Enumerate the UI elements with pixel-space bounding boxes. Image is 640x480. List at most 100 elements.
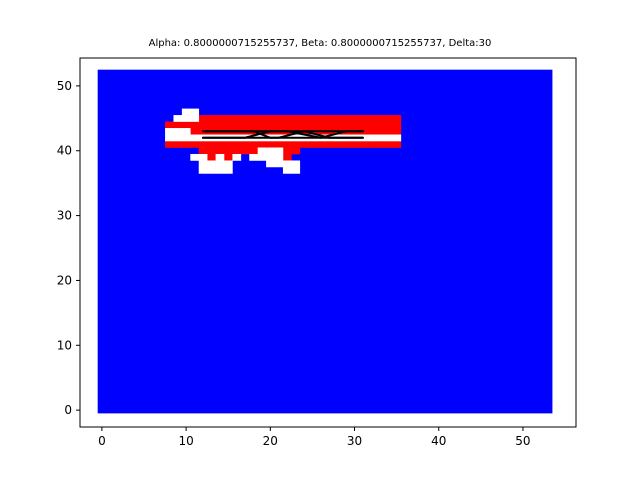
red-cell xyxy=(299,115,309,122)
red-cell xyxy=(249,115,258,122)
red-cell xyxy=(367,141,376,148)
white-cell xyxy=(215,166,225,174)
red-cell xyxy=(190,128,200,135)
x-tick-label: 0 xyxy=(98,434,106,448)
red-cell xyxy=(198,115,208,122)
white-cell xyxy=(215,160,225,168)
red-cell xyxy=(165,121,174,129)
red-cell xyxy=(308,115,317,122)
white-cell xyxy=(282,160,292,168)
y-axis: 0 10 20 30 40 50 xyxy=(57,79,80,417)
x-tick-label: 20 xyxy=(263,434,278,448)
white-cell xyxy=(181,134,191,142)
white-cell xyxy=(257,153,267,161)
red-cell xyxy=(350,121,360,129)
white-cell xyxy=(207,166,216,174)
red-cell xyxy=(240,141,250,148)
red-cell xyxy=(299,141,309,148)
red-cell xyxy=(299,121,309,129)
white-cell xyxy=(224,160,233,168)
red-cell xyxy=(392,121,402,129)
red-cell xyxy=(316,121,326,129)
white-cell xyxy=(207,160,216,168)
white-cell xyxy=(249,153,258,161)
white-cell xyxy=(173,128,183,135)
white-cell xyxy=(181,115,191,122)
white-cell xyxy=(173,134,183,142)
red-cell xyxy=(282,141,292,148)
plot-frame xyxy=(79,57,577,428)
white-cell xyxy=(384,134,393,142)
red-cell xyxy=(224,141,233,148)
red-cell xyxy=(358,121,368,129)
red-cell xyxy=(333,115,343,122)
x-tick-label: 30 xyxy=(347,434,362,448)
red-cell xyxy=(190,121,200,129)
white-cell xyxy=(224,166,233,174)
x-tick-label: 10 xyxy=(178,434,193,448)
red-cell xyxy=(173,121,183,129)
chart-title: Alpha: 0.8000000715255737, Beta: 0.80000… xyxy=(148,38,492,49)
red-cell xyxy=(198,121,208,129)
white-cell xyxy=(232,153,242,161)
white-cell xyxy=(198,160,208,168)
red-cell xyxy=(384,115,393,122)
red-cell xyxy=(291,147,301,155)
white-cell xyxy=(282,166,292,174)
path-line xyxy=(201,130,364,139)
x-tick-label: 50 xyxy=(515,434,530,448)
red-cell xyxy=(367,121,376,129)
white-cell xyxy=(215,153,225,161)
red-cell xyxy=(341,141,351,148)
red-cell xyxy=(392,141,402,148)
white-cell xyxy=(266,153,275,161)
red-cell xyxy=(282,115,292,122)
red-cell xyxy=(240,121,250,129)
red-cell xyxy=(384,121,393,129)
red-cell xyxy=(266,121,275,129)
red-cell xyxy=(325,141,334,148)
red-cell xyxy=(358,115,368,122)
x-tick-label: 40 xyxy=(431,434,446,448)
white-cell xyxy=(181,108,191,116)
red-cell xyxy=(165,141,174,148)
red-cell xyxy=(375,115,385,122)
red-cell xyxy=(392,115,402,122)
white-cell xyxy=(190,134,200,142)
red-cell xyxy=(224,121,233,129)
red-cell xyxy=(333,141,343,148)
red-cell xyxy=(224,147,233,155)
y-tick-label: 0 xyxy=(64,403,72,417)
red-cell xyxy=(207,115,216,122)
white-cell xyxy=(190,108,200,116)
red-cell xyxy=(308,121,317,129)
red-cell xyxy=(291,115,301,122)
white-cell xyxy=(198,153,208,161)
red-cell xyxy=(232,147,242,155)
red-cell xyxy=(333,121,343,129)
white-cell xyxy=(190,153,200,161)
red-cell xyxy=(291,141,301,148)
red-cell xyxy=(207,153,216,161)
red-cell xyxy=(257,115,267,122)
red-cell xyxy=(215,115,225,122)
white-cell xyxy=(291,160,301,168)
red-cell xyxy=(215,141,225,148)
red-cell xyxy=(367,115,376,122)
white-cell xyxy=(274,160,284,168)
red-cell xyxy=(274,121,284,129)
red-cell xyxy=(257,141,267,148)
white-cell xyxy=(274,153,284,161)
white-cell xyxy=(367,134,376,142)
red-cell xyxy=(232,121,242,129)
red-cell xyxy=(325,121,334,129)
white-cell xyxy=(266,147,275,155)
red-cell xyxy=(350,141,360,148)
red-cell xyxy=(282,147,292,155)
red-cell xyxy=(232,141,242,148)
path-layer xyxy=(201,130,364,139)
red-cell xyxy=(341,115,351,122)
red-cell xyxy=(325,115,334,122)
red-cell xyxy=(224,153,233,161)
